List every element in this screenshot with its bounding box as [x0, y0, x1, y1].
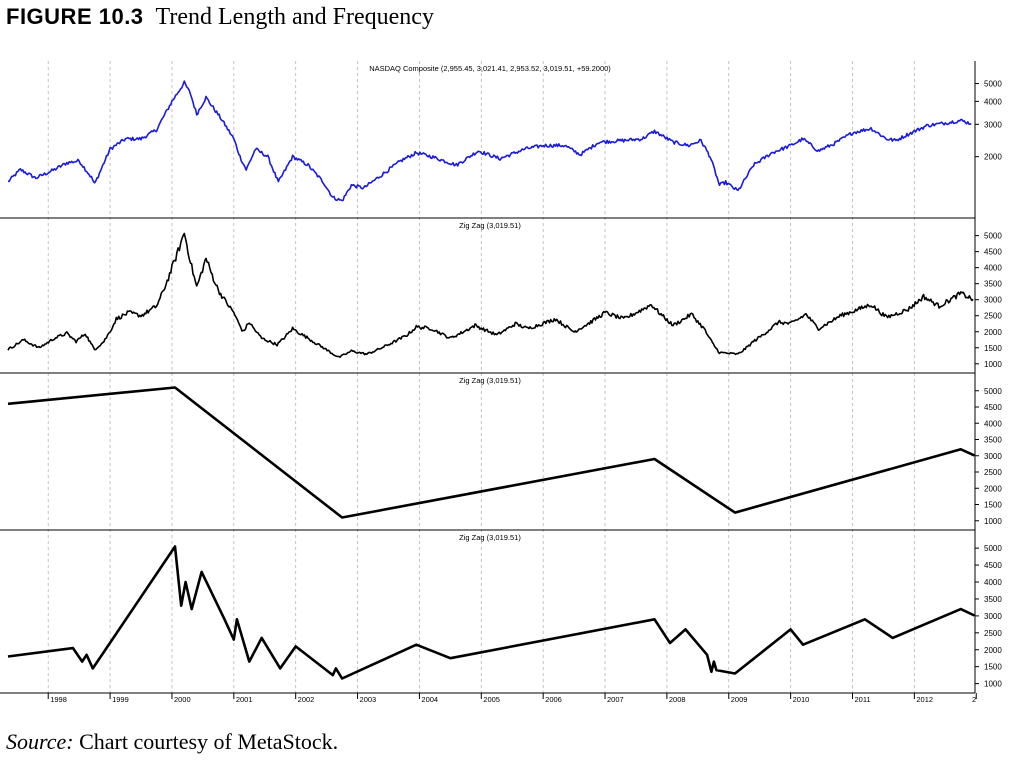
y-tick-label: 2000: [984, 328, 1002, 337]
pane-title: Zig Zag (3,019.51): [459, 533, 521, 542]
series-line: [7, 386, 975, 519]
x-tick-label: 2008: [669, 695, 686, 704]
y-tick-label: 3500: [984, 436, 1002, 445]
x-tick-label: 2012: [916, 695, 933, 704]
series-line: [8, 80, 972, 202]
x-tick-label: 2000: [174, 695, 191, 704]
y-tick-label: 1000: [984, 680, 1002, 689]
series-line: [7, 232, 974, 359]
x-tick-label: 2005: [483, 695, 500, 704]
y-tick-label: 1500: [984, 344, 1002, 353]
figure-title: FIGURE 10.3 Trend Length and Frequency: [6, 4, 434, 31]
y-tick-label: 3000: [984, 452, 1002, 461]
x-tick-label: 2003: [360, 695, 377, 704]
x-tick-label: 1998: [50, 695, 67, 704]
y-tick-label: 1500: [984, 501, 1002, 510]
figure-number: FIGURE 10.3: [6, 4, 144, 29]
x-tick-label: 1999: [112, 695, 129, 704]
x-tick-label: 2009: [731, 695, 748, 704]
y-tick-label: 3500: [984, 595, 1002, 604]
x-tick-label: 2007: [607, 695, 624, 704]
x-tick-label: 2006: [545, 695, 562, 704]
y-tick-label: 2500: [984, 312, 1002, 321]
y-tick-label: 1000: [984, 517, 1002, 526]
y-tick-label: 4500: [984, 248, 1002, 257]
x-tick-label: 2002: [298, 695, 315, 704]
y-tick-label: 5000: [984, 80, 1002, 89]
x-tick-label: 2004: [421, 695, 438, 704]
chart-pane-2: Zig Zag (3,019.51) 1000 1500 2000 2500 3000 35…: [7, 221, 1002, 369]
y-tick-label: 1000: [984, 360, 1002, 369]
chart-pane-1: NASDAQ Composite (2,955.45, 3,021.41, 2,…: [8, 64, 1002, 202]
pane-title: Zig Zag (3,019.51): [459, 376, 521, 385]
caption-source-label: Source:: [6, 729, 74, 754]
pane-title: Zig Zag (3,019.51): [459, 221, 521, 230]
y-tick-label: 3000: [984, 296, 1002, 305]
chart-pane-3: Zig Zag (3,019.51) 1000 1500 2000 2500 3000 35…: [7, 376, 1002, 526]
x-tick-label: 2001: [236, 695, 253, 704]
y-tick-label: 4500: [984, 403, 1002, 412]
y-tick-label: 2500: [984, 629, 1002, 638]
x-tick-label: 2: [972, 695, 976, 704]
y-tick-label: 3000: [984, 612, 1002, 621]
y-tick-label: 2000: [984, 646, 1002, 655]
y-tick-label: 2000: [984, 484, 1002, 493]
x-axis-labels: 1998 1999 2000 2001 2002 2003 2004 2005 2006 2007…: [47, 693, 977, 704]
y-tick-label: 1500: [984, 663, 1002, 672]
x-tick-label: 2010: [793, 695, 810, 704]
figure-caption: Source: Chart courtesy of MetaStock.: [6, 729, 338, 755]
y-tick-label: 4500: [984, 561, 1002, 570]
x-tick-label: 2011: [855, 695, 871, 704]
caption-text: Chart courtesy of MetaStock.: [79, 729, 339, 754]
y-tick-label: 4000: [984, 578, 1002, 587]
pane-title: NASDAQ Composite (2,955.45, 3,021.41, 2,…: [369, 64, 611, 73]
y-tick-label: 5000: [984, 387, 1002, 396]
y-tick-label: 2000: [984, 153, 1002, 162]
y-tick-label: 4000: [984, 419, 1002, 428]
y-tick-label: 5000: [984, 232, 1002, 241]
series-line: [7, 545, 975, 680]
y-tick-label: 4000: [984, 264, 1002, 273]
figure-name: Trend Length and Frequency: [155, 4, 434, 30]
y-tick-label: 2500: [984, 468, 1002, 477]
chart-pane-4: Zig Zag (3,019.51) 1000 1500 2000 2500 3000 35…: [7, 533, 1002, 689]
y-tick-label: 3500: [984, 280, 1002, 289]
y-tick-label: 5000: [984, 544, 1002, 553]
y-tick-label: 4000: [984, 97, 1002, 106]
y-tick-label: 3000: [984, 120, 1002, 129]
